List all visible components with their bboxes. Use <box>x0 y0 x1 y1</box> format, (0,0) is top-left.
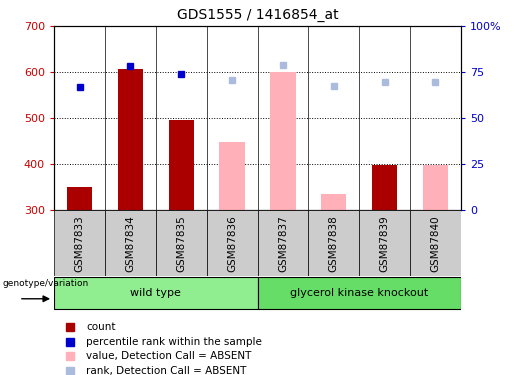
Text: wild type: wild type <box>130 288 181 298</box>
Bar <box>372 165 398 210</box>
Text: count: count <box>86 322 116 332</box>
Text: rank, Detection Call = ABSENT: rank, Detection Call = ABSENT <box>86 366 247 375</box>
Bar <box>54 278 258 309</box>
Text: GSM87839: GSM87839 <box>380 215 390 272</box>
Bar <box>219 142 245 210</box>
Bar <box>207 210 258 276</box>
Text: GSM87836: GSM87836 <box>227 215 237 272</box>
Text: GSM87837: GSM87837 <box>278 215 288 272</box>
Text: glycerol kinase knockout: glycerol kinase knockout <box>290 288 428 298</box>
Bar <box>270 72 296 210</box>
Text: percentile rank within the sample: percentile rank within the sample <box>86 337 262 347</box>
Bar <box>67 187 92 210</box>
Bar <box>54 210 105 276</box>
Text: GSM87833: GSM87833 <box>75 215 84 272</box>
Bar <box>308 210 359 276</box>
Bar <box>168 120 194 210</box>
Text: GSM87835: GSM87835 <box>176 215 186 272</box>
Bar <box>321 194 347 210</box>
Bar <box>117 69 143 210</box>
Text: genotype/variation: genotype/variation <box>3 279 89 288</box>
Bar <box>156 210 207 276</box>
Bar <box>258 278 461 309</box>
Title: GDS1555 / 1416854_at: GDS1555 / 1416854_at <box>177 9 338 22</box>
Text: value, Detection Call = ABSENT: value, Detection Call = ABSENT <box>86 351 251 361</box>
Bar <box>258 210 308 276</box>
Text: GSM87838: GSM87838 <box>329 215 339 272</box>
Text: GSM87834: GSM87834 <box>125 215 135 272</box>
Bar <box>359 210 410 276</box>
Text: GSM87840: GSM87840 <box>431 215 440 272</box>
Bar <box>105 210 156 276</box>
Bar <box>423 165 448 210</box>
Bar <box>410 210 461 276</box>
